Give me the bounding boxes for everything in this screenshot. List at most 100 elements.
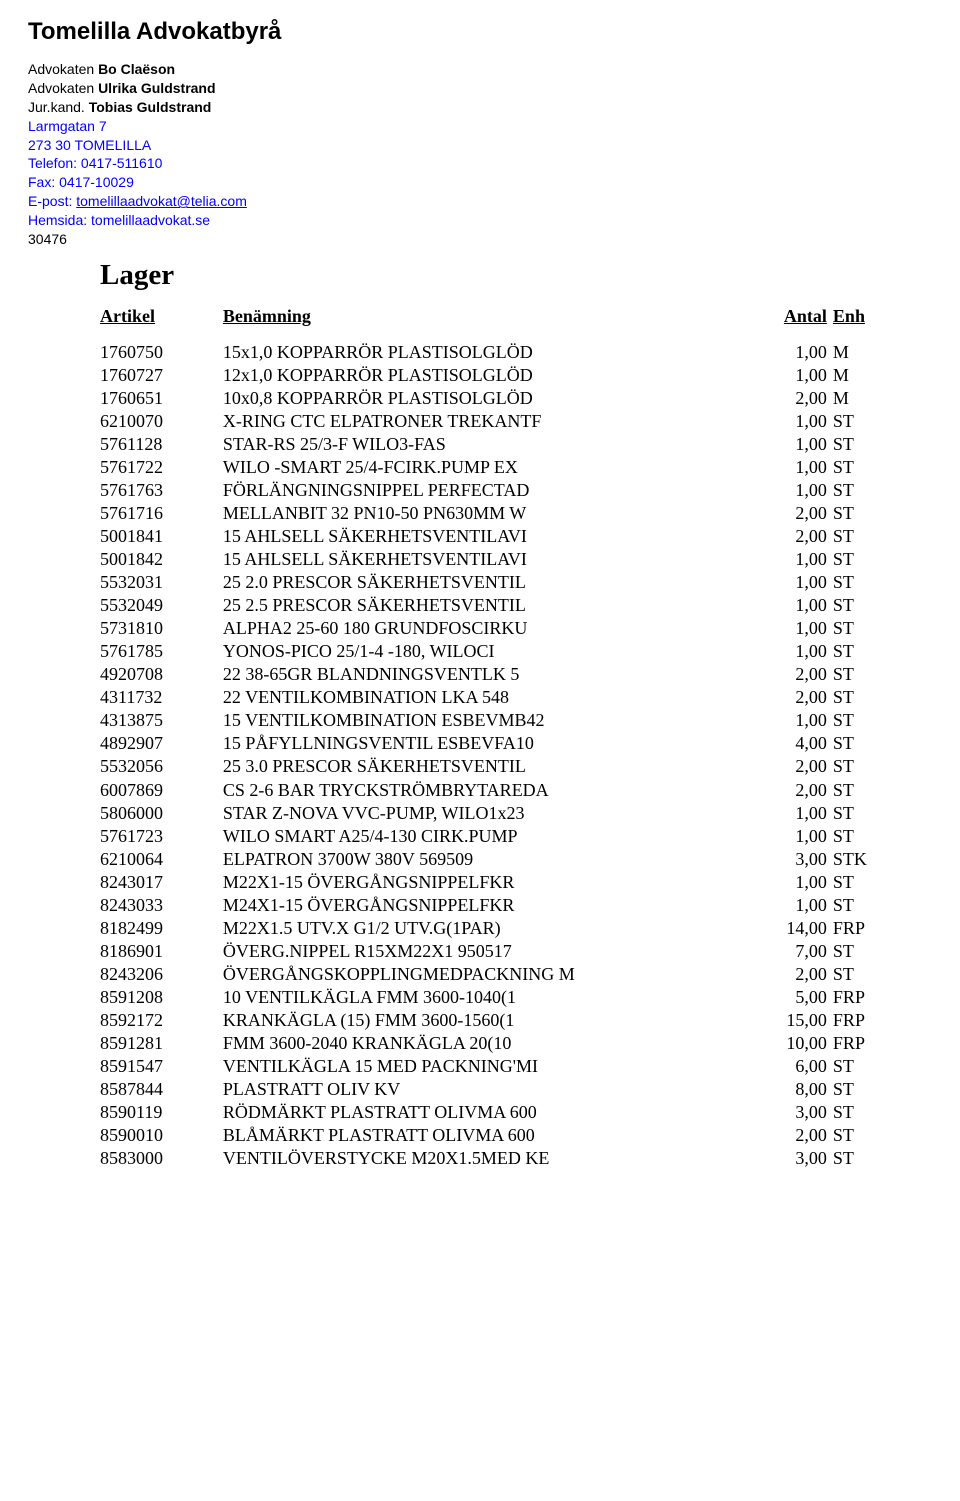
cell-artikel: 5731810 [100, 617, 223, 640]
cell-antal: 2,00 [737, 686, 833, 709]
table-row: 553203125 2.0 PRESCOR SÄKERHETSVENTIL1,0… [100, 571, 900, 594]
table-row: 859120810 VENTILKÄGLA FMM 3600-1040(15,0… [100, 986, 900, 1009]
cell-enh: ST [833, 1124, 900, 1147]
inventory-table-wrap: Artikel Benämning Antal Enh 176075015x1,… [100, 306, 900, 1170]
cell-benamning: RÖDMÄRKT PLASTRATT OLIVMA 600 [223, 1101, 737, 1124]
email-link[interactable]: tomelillaadvokat@telia.com [76, 193, 247, 209]
cell-enh: ST [833, 1055, 900, 1078]
table-row: 176072712x1,0 KOPPARRÖR PLASTISOLGLÖD1,0… [100, 364, 900, 387]
cell-antal: 2,00 [737, 387, 833, 410]
cell-benamning: FMM 3600-2040 KRANKÄGLA 20(10 [223, 1032, 737, 1055]
cell-enh: ST [833, 571, 900, 594]
cell-artikel: 4311732 [100, 686, 223, 709]
table-row: 8243017M22X1-15 ÖVERGÅNGSNIPPELFKR1,00ST [100, 871, 900, 894]
table-row: 6007869CS 2-6 BAR TRYCKSTRÖMBRYTAREDA2,0… [100, 779, 900, 802]
table-row: 8591281FMM 3600-2040 KRANKÄGLA 20(1010,0… [100, 1032, 900, 1055]
cell-benamning: 15 VENTILKOMBINATION ESBEVMB42 [223, 709, 737, 732]
cell-antal: 1,00 [737, 341, 833, 364]
ref-number: 30476 [28, 230, 900, 249]
cell-antal: 1,00 [737, 364, 833, 387]
cell-artikel: 8243017 [100, 871, 223, 894]
col-header-enh: Enh [833, 306, 900, 341]
cell-benamning: 10x0,8 KOPPARRÖR PLASTISOLGLÖD [223, 387, 737, 410]
cell-antal: 1,00 [737, 640, 833, 663]
cell-artikel: 1760727 [100, 364, 223, 387]
table-row: 431387515 VENTILKOMBINATION ESBEVMB421,0… [100, 709, 900, 732]
cell-enh: ST [833, 894, 900, 917]
cell-antal: 1,00 [737, 456, 833, 479]
cell-antal: 1,00 [737, 802, 833, 825]
cell-antal: 1,00 [737, 410, 833, 433]
cell-benamning: PLASTRATT OLIV KV [223, 1078, 737, 1101]
cell-antal: 2,00 [737, 525, 833, 548]
table-row: 492070822 38-65GR BLANDNINGSVENTLK 52,00… [100, 663, 900, 686]
table-row: 500184115 AHLSELL SÄKERHETSVENTILAVI2,00… [100, 525, 900, 548]
cell-antal: 7,00 [737, 940, 833, 963]
inventory-table: Artikel Benämning Antal Enh 176075015x1,… [100, 306, 900, 1170]
contact-line-3: Jur.kand. Tobias Guldstrand [28, 98, 900, 117]
cell-benamning: 25 2.0 PRESCOR SÄKERHETSVENTIL [223, 571, 737, 594]
fax-line: Fax: 0417-10029 [28, 173, 900, 192]
cell-artikel: 4892907 [100, 732, 223, 755]
cell-artikel: 5761716 [100, 502, 223, 525]
cell-artikel: 8591208 [100, 986, 223, 1009]
cell-artikel: 1760750 [100, 341, 223, 364]
table-row: 5761785YONOS-PICO 25/1-4 -180, WILOCI1,0… [100, 640, 900, 663]
cell-antal: 3,00 [737, 1147, 833, 1170]
cell-enh: M [833, 364, 900, 387]
cell-antal: 4,00 [737, 732, 833, 755]
cell-benamning: 12x1,0 KOPPARRÖR PLASTISOLGLÖD [223, 364, 737, 387]
cell-benamning: ÖVERG.NIPPEL R15XM22X1 950517 [223, 940, 737, 963]
cell-benamning: FÖRLÄNGNINGSNIPPEL PERFECTAD [223, 479, 737, 502]
table-row: 8186901ÖVERG.NIPPEL R15XM22X1 9505177,00… [100, 940, 900, 963]
table-row: 553205625 3.0 PRESCOR SÄKERHETSVENTIL2,0… [100, 755, 900, 778]
cell-enh: M [833, 341, 900, 364]
cell-artikel: 5761128 [100, 433, 223, 456]
cell-artikel: 1760651 [100, 387, 223, 410]
contact-label: Jur.kand. [28, 99, 89, 115]
contact-label: Advokaten [28, 80, 98, 96]
table-row: 176065110x0,8 KOPPARRÖR PLASTISOLGLÖD2,0… [100, 387, 900, 410]
cell-enh: ST [833, 1078, 900, 1101]
cell-benamning: X-RING CTC ELPATRONER TREKANTF [223, 410, 737, 433]
cell-benamning: WILO SMART A25/4-130 CIRK.PUMP [223, 825, 737, 848]
cell-artikel: 8186901 [100, 940, 223, 963]
cell-artikel: 5532031 [100, 571, 223, 594]
cell-artikel: 8182499 [100, 917, 223, 940]
cell-artikel: 8590119 [100, 1101, 223, 1124]
cell-enh: ST [833, 802, 900, 825]
cell-artikel: 5532049 [100, 594, 223, 617]
cell-antal: 1,00 [737, 479, 833, 502]
cell-enh: FRP [833, 1009, 900, 1032]
cell-enh: FRP [833, 917, 900, 940]
cell-enh: ST [833, 456, 900, 479]
cell-benamning: STAR Z-NOVA VVC-PUMP, WILO1x23 [223, 802, 737, 825]
cell-enh: ST [833, 825, 900, 848]
cell-antal: 14,00 [737, 917, 833, 940]
cell-benamning: 22 38-65GR BLANDNINGSVENTLK 5 [223, 663, 737, 686]
cell-benamning: 15 PÅFYLLNINGSVENTIL ESBEVFA10 [223, 732, 737, 755]
cell-artikel: 5761722 [100, 456, 223, 479]
cell-benamning: ÖVERGÅNGSKOPPLINGMEDPACKNING M [223, 963, 737, 986]
table-header-row: Artikel Benämning Antal Enh [100, 306, 900, 341]
cell-benamning: VENTILKÄGLA 15 MED PACKNING'MI [223, 1055, 737, 1078]
cell-benamning: BLÅMÄRKT PLASTRATT OLIVMA 600 [223, 1124, 737, 1147]
address-line-2: 273 30 TOMELILLA [28, 136, 900, 155]
cell-antal: 2,00 [737, 1124, 833, 1147]
cell-antal: 1,00 [737, 433, 833, 456]
cell-antal: 1,00 [737, 571, 833, 594]
cell-enh: ST [833, 663, 900, 686]
contact-name: Bo Claëson [98, 61, 175, 77]
cell-antal: 2,00 [737, 502, 833, 525]
website-label: Hemsida: [28, 212, 91, 228]
website-value: tomelillaadvokat.se [91, 212, 210, 228]
cell-artikel: 6007869 [100, 779, 223, 802]
cell-enh: STK [833, 848, 900, 871]
cell-artikel: 8583000 [100, 1147, 223, 1170]
cell-antal: 15,00 [737, 1009, 833, 1032]
cell-antal: 1,00 [737, 894, 833, 917]
cell-antal: 1,00 [737, 825, 833, 848]
cell-enh: ST [833, 525, 900, 548]
table-row: 8243033M24X1-15 ÖVERGÅNGSNIPPELFKR1,00ST [100, 894, 900, 917]
cell-antal: 2,00 [737, 755, 833, 778]
